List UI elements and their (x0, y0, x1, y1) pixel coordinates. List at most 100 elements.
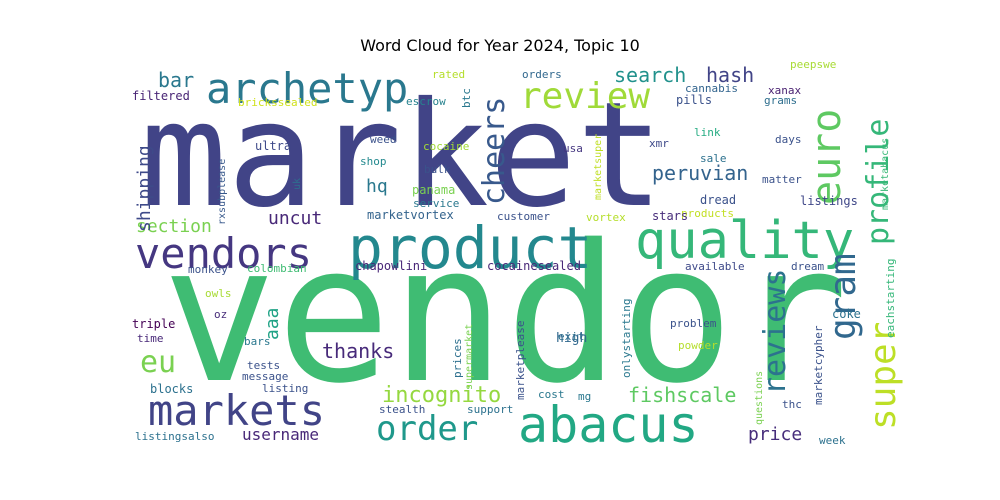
word-time: time (137, 332, 164, 345)
word-thc: thc (782, 398, 802, 411)
word-hash: hash (706, 63, 754, 87)
word-panama: panama (412, 183, 455, 197)
word-xmr: xmr (649, 137, 669, 150)
word-bar: bar (158, 68, 194, 92)
word-cocainesealed: cocainesealed (487, 259, 581, 273)
word-cost: cost (538, 388, 565, 401)
word-message: message (242, 370, 288, 383)
word-vortex: vortex (586, 211, 626, 224)
word-eachstarting: eachstarting (884, 259, 897, 338)
word-gram: gram (823, 253, 864, 340)
word-order: order (376, 409, 478, 449)
word-peepswe: peepswe (790, 58, 836, 71)
word-listing: listing (262, 382, 308, 395)
word-chapowlini: chapowlini (355, 259, 427, 273)
word-abacus: abacus (518, 396, 699, 454)
word-stars: stars (652, 209, 688, 223)
word-orders: orders (522, 68, 562, 81)
word-eu: eu (140, 345, 176, 380)
word-uncut: uncut (268, 208, 322, 229)
word-days: days (775, 133, 802, 146)
word-product: product (348, 214, 592, 282)
word-ultra: ultra (255, 139, 291, 153)
word-uk: uk (292, 178, 303, 190)
word-coke: coke (832, 307, 861, 321)
word-rated: rated (432, 68, 465, 81)
word-fishscale: fishscale (628, 383, 736, 407)
word-username: username (242, 425, 319, 444)
word-triple: triple (132, 317, 175, 331)
word-euro: euro (804, 109, 850, 205)
word-review: review (520, 76, 650, 117)
word-hq: hq (366, 176, 388, 197)
word-marketcypher: marketcypher (812, 325, 825, 405)
word-powder: powder (678, 339, 718, 352)
word-link: link (694, 126, 721, 139)
word-customer: customer (497, 210, 550, 223)
word-bars: bars (244, 335, 271, 348)
word-service: service (413, 197, 459, 210)
word-usa: usa (563, 142, 583, 155)
word-marketabacus: marketabacus (880, 138, 891, 210)
word-week: week (819, 434, 846, 447)
word-blocks: blocks (150, 382, 193, 396)
word-marketvortex: marketvortex (367, 208, 454, 222)
word-vendors: vendors (135, 229, 312, 278)
word-price: price (748, 424, 802, 445)
word-problem: problem (670, 317, 717, 330)
word-reviews: reviews (758, 269, 793, 395)
word-matter: matter (762, 173, 802, 186)
word-shipping: shipping (134, 145, 155, 232)
word-stealth: stealth (379, 403, 425, 416)
word-section: section (136, 216, 212, 237)
word-pills: pills (676, 93, 712, 107)
word-market: market (140, 71, 664, 240)
word-escrow: escrow (406, 95, 446, 108)
word-cannabis: cannabis (685, 82, 738, 95)
word-cocaine: cocaine (423, 140, 469, 153)
word-quality: quality (635, 211, 854, 271)
word-search: search (614, 63, 686, 87)
word-mg: mg (578, 390, 591, 403)
word-onlystarting: onlystarting (620, 299, 633, 378)
word-high: high (556, 331, 587, 346)
word-sale: sale (700, 152, 727, 165)
word-filtered: filtered (132, 89, 190, 103)
word-products: products (681, 207, 734, 220)
word-exit: exit (558, 330, 585, 343)
word-dream: dream (791, 260, 824, 273)
word-marketplease: marketplease (514, 321, 527, 400)
word-shop: shop (360, 155, 387, 168)
word-archetyp: archetyp (206, 64, 408, 113)
word-prices: prices (451, 338, 464, 378)
word-grams: grams (764, 94, 797, 107)
word-available: available (685, 260, 745, 273)
word-incognito: incognito (382, 383, 501, 408)
word-peruvian: peruvian (652, 161, 748, 185)
word-rxsubplease: rxsubplease (217, 159, 228, 225)
word-profile: profile (861, 119, 896, 245)
word-btc: btc (460, 88, 473, 108)
chart-title: Word Cloud for Year 2024, Topic 10 (360, 36, 640, 55)
word-super: super (863, 322, 904, 430)
word-cheers: cheers (477, 97, 512, 205)
word-xanax: xanax (768, 84, 801, 97)
word-tests: tests (247, 359, 280, 372)
word-listingsalso: listingsalso (135, 430, 214, 443)
word-owls: owls (205, 287, 232, 300)
word-support: support (467, 403, 513, 416)
word-monkey: monkey (188, 263, 228, 276)
word-bulk: bulk (424, 163, 451, 176)
word-weed: weed (370, 133, 397, 146)
word-markets: markets (148, 386, 325, 435)
word-questions: questions (754, 371, 765, 425)
word-vendor: vendor (162, 204, 848, 425)
word-marketsuper: marketsuper (593, 134, 604, 200)
word-supermarket: supermarket (464, 324, 475, 390)
word-listings: listings (800, 194, 858, 208)
word-oz: oz (214, 308, 227, 321)
word-aaa: aaa (262, 307, 283, 340)
word-brickssealed: brickssealed (238, 96, 317, 109)
word-thanks: thanks (322, 339, 394, 363)
